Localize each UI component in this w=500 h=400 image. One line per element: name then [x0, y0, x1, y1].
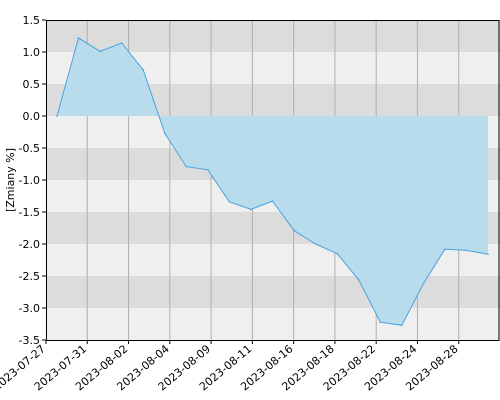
y-axis-title: [Zmiany %] — [4, 148, 17, 212]
series-point — [271, 200, 274, 202]
series-point — [314, 243, 317, 245]
series-point — [120, 42, 123, 44]
y-tick-label: -2.0 — [19, 238, 40, 251]
series-point — [336, 252, 338, 255]
series-point — [207, 168, 209, 171]
y-tick-label: 0.0 — [23, 110, 41, 123]
y-tick-label: 1.5 — [23, 14, 41, 27]
y-tick-label: -1.5 — [19, 206, 40, 219]
series-point — [163, 132, 166, 135]
series-point — [77, 37, 80, 39]
series-point — [357, 279, 360, 281]
series-point — [250, 208, 252, 211]
series-layer — [56, 37, 489, 327]
background-band — [46, 276, 500, 308]
x-axis-ticks: 2023-07-272023-07-312023-08-022023-08-04… — [0, 340, 461, 393]
series-point — [293, 229, 295, 232]
series-point — [465, 249, 468, 252]
plot-frame — [46, 20, 500, 341]
y-tick-label: -0.5 — [19, 142, 40, 155]
series-point — [487, 253, 489, 256]
series-point — [99, 50, 101, 53]
y-tick-label: 0.5 — [23, 78, 41, 91]
series-point — [401, 324, 403, 327]
series-point — [56, 115, 58, 117]
series-point — [422, 282, 425, 285]
series-point — [185, 165, 188, 168]
y-axis-ticks: 1.5 1.0 0.5 0.0 -0.5 -1.0 -1.5 -2.0 -2.5 -3.0 -3.5 — [19, 14, 46, 347]
series-point — [444, 248, 446, 250]
series-point — [142, 69, 144, 71]
y-tick-label: -1.0 — [19, 174, 40, 187]
series-point — [379, 321, 382, 323]
series-area — [57, 37, 488, 326]
series-point — [228, 200, 231, 203]
y-tick-label: -3.0 — [19, 302, 40, 315]
y-tick-label: -2.5 — [19, 270, 40, 283]
y-tick-label: 1.0 — [23, 46, 41, 59]
background-band — [46, 308, 500, 340]
y-tick-label: -3.5 — [19, 334, 40, 347]
